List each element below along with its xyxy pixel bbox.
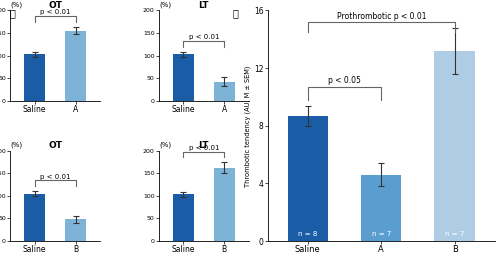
Bar [361,175,402,241]
Text: p < 0.01: p < 0.01 [40,173,70,179]
Title: LT: LT [198,1,209,10]
Y-axis label: Thrombotic tendency (AU, M ± SEM): Thrombotic tendency (AU, M ± SEM) [244,65,251,187]
Bar [214,82,234,101]
Bar [66,219,86,241]
Text: n = 7: n = 7 [445,231,464,237]
Text: n = 8: n = 8 [298,231,318,237]
Text: (%): (%) [160,142,172,148]
Text: n = 7: n = 7 [372,231,391,237]
Text: (%): (%) [11,2,23,8]
Bar [434,51,475,241]
Text: p < 0.01: p < 0.01 [188,145,219,151]
Bar [66,31,86,101]
Bar [214,168,234,241]
Bar [173,194,194,241]
Bar [288,116,328,241]
Text: p < 0.05: p < 0.05 [328,77,361,85]
Bar [173,54,194,101]
Title: OT: OT [48,141,62,150]
Text: p < 0.01: p < 0.01 [40,9,70,15]
Text: Ⓐ: Ⓐ [10,8,16,18]
Bar [24,194,45,241]
Title: LT: LT [198,141,209,150]
Text: (%): (%) [160,2,172,8]
Text: (%): (%) [11,142,23,148]
Text: Ⓑ: Ⓑ [232,8,238,18]
Title: OT: OT [48,1,62,10]
Text: Prothrombotic p < 0.01: Prothrombotic p < 0.01 [336,12,426,21]
Bar [24,54,45,101]
Text: p < 0.01: p < 0.01 [188,34,219,40]
